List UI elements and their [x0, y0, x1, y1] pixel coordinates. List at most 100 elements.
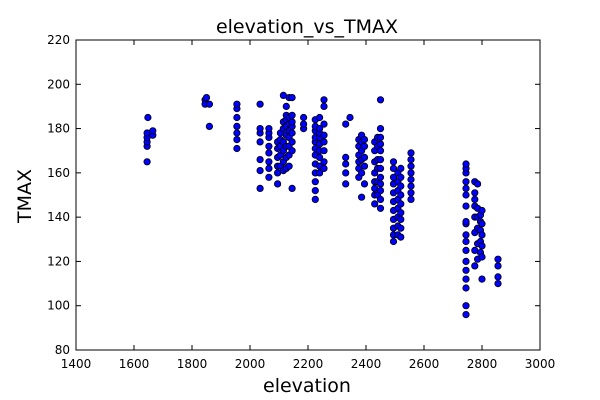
data-point — [256, 125, 264, 133]
data-point — [256, 156, 264, 164]
data-point — [202, 94, 211, 102]
data-point — [357, 193, 366, 201]
data-point — [265, 125, 273, 133]
data-point — [320, 102, 328, 111]
data-point — [342, 120, 350, 128]
data-point — [407, 162, 415, 170]
data-point — [407, 156, 415, 164]
y-tick-label: 140 — [47, 210, 70, 224]
data-point — [315, 125, 324, 133]
y-tick-label: 80 — [55, 343, 70, 357]
plot-area — [75, 39, 541, 351]
data-point — [233, 136, 241, 144]
data-point — [320, 164, 328, 172]
data-point — [342, 153, 350, 161]
data-point — [233, 122, 241, 131]
data-point — [397, 164, 405, 172]
x-tick-label: 2600 — [409, 357, 440, 371]
data-point — [407, 189, 415, 197]
data-point — [288, 118, 296, 126]
data-point — [265, 164, 273, 172]
data-point — [471, 262, 479, 270]
data-point — [233, 100, 241, 108]
data-point — [360, 153, 369, 161]
data-point — [233, 129, 241, 137]
data-point — [288, 111, 296, 119]
data-point — [144, 113, 152, 122]
data-point — [357, 169, 366, 177]
data-point — [407, 175, 415, 184]
data-point — [320, 131, 328, 139]
data-point — [376, 140, 385, 148]
y-tick-label: 200 — [47, 77, 70, 91]
data-point — [462, 231, 470, 239]
data-point — [389, 158, 398, 166]
data-point — [462, 246, 470, 254]
data-point — [346, 113, 354, 122]
x-tick-label: 2200 — [293, 357, 324, 371]
data-point — [397, 182, 405, 190]
data-point — [311, 195, 319, 203]
data-point — [299, 120, 308, 128]
data-point — [478, 231, 486, 239]
data-point — [315, 113, 324, 122]
data-point — [149, 127, 157, 135]
data-point — [288, 138, 296, 146]
data-point — [256, 100, 264, 108]
data-point — [407, 149, 415, 157]
data-point — [285, 162, 293, 170]
data-point — [462, 275, 470, 283]
data-point — [256, 167, 264, 175]
data-point — [462, 257, 470, 265]
y-tick-label: 100 — [47, 299, 70, 313]
data-point — [376, 164, 385, 172]
data-point — [265, 158, 273, 166]
data-point — [360, 142, 369, 150]
data-point — [462, 237, 470, 246]
data-point — [397, 224, 405, 232]
data-point — [462, 191, 470, 199]
data-point — [320, 138, 328, 146]
data-point — [407, 195, 415, 203]
data-point — [462, 310, 470, 319]
data-point — [397, 209, 405, 217]
data-point — [462, 302, 470, 310]
data-point — [397, 215, 405, 223]
data-point — [360, 180, 369, 188]
x-tick-label: 2000 — [235, 357, 266, 371]
y-tick-label: 120 — [47, 254, 70, 268]
data-point — [494, 262, 502, 270]
data-point — [288, 147, 296, 155]
data-point — [376, 156, 385, 164]
data-point — [256, 138, 264, 146]
data-point — [265, 173, 273, 181]
data-point — [376, 204, 385, 212]
data-point — [205, 100, 213, 108]
data-point — [494, 273, 502, 281]
data-point — [320, 147, 328, 155]
data-point — [342, 160, 350, 168]
data-point — [473, 180, 482, 188]
data-point — [462, 218, 470, 226]
data-point — [376, 133, 385, 141]
data-point — [376, 125, 385, 133]
y-tick-label: 160 — [47, 166, 70, 180]
data-point — [342, 169, 350, 177]
data-point — [265, 149, 273, 157]
data-point — [320, 120, 328, 128]
data-point — [471, 189, 479, 197]
data-point — [371, 200, 379, 208]
data-point — [360, 136, 369, 144]
data-point — [376, 96, 385, 104]
data-point — [397, 233, 405, 241]
data-point — [376, 147, 385, 155]
data-point — [299, 113, 308, 122]
y-axis-ticks: 80 100 120 140 160 180 200 220 — [47, 33, 540, 357]
data-point — [462, 266, 470, 274]
data-point — [143, 158, 151, 166]
data-point — [462, 184, 470, 192]
data-point — [233, 144, 241, 153]
data-point — [288, 94, 296, 102]
data-point — [471, 195, 479, 203]
